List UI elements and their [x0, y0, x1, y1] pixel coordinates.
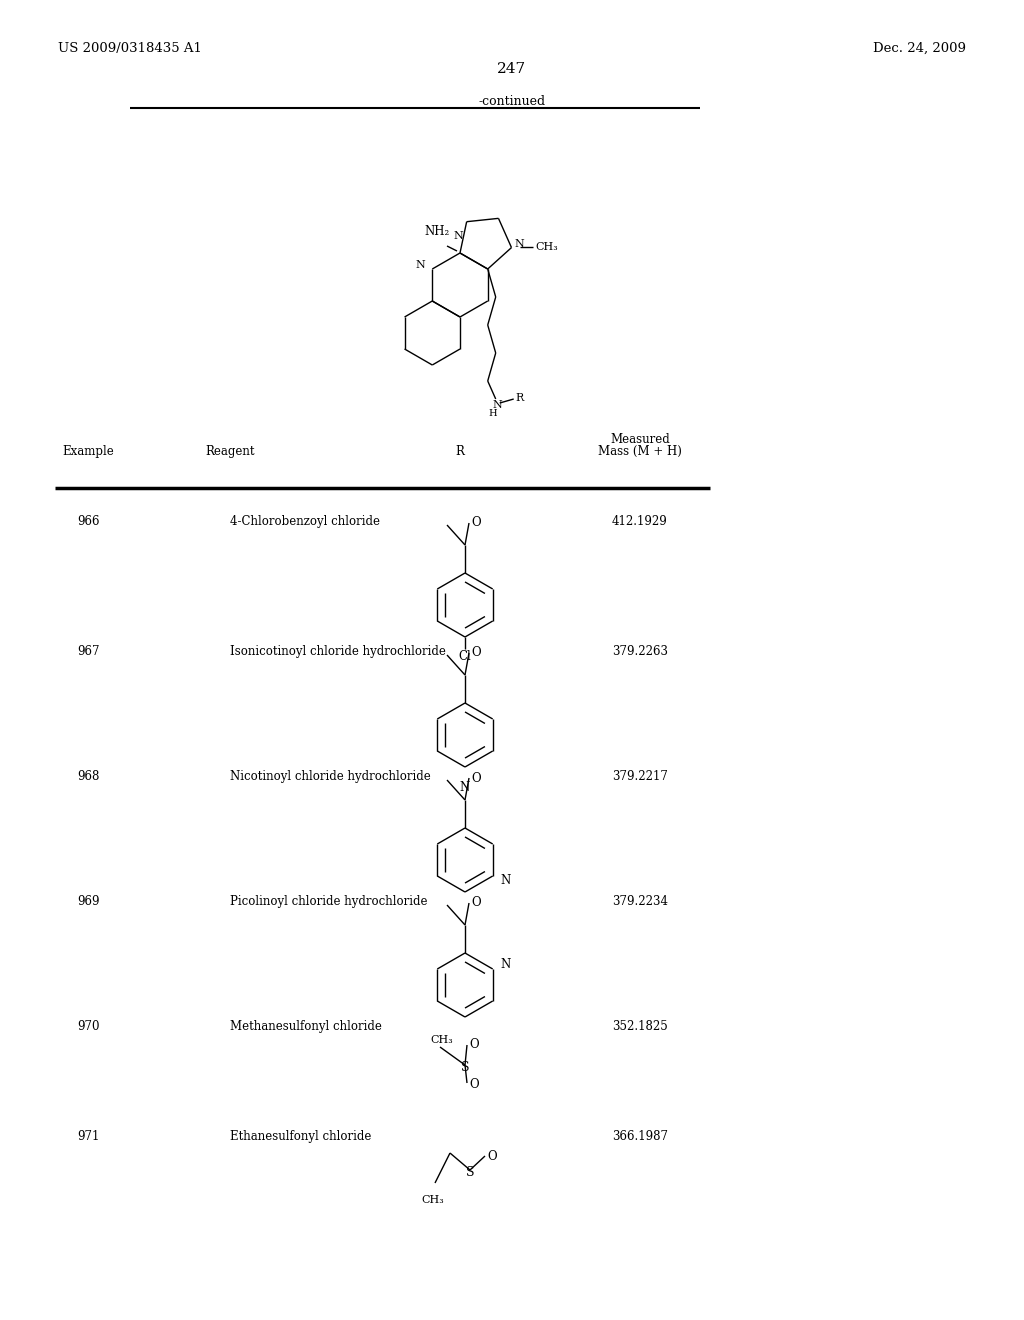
Text: 970: 970 — [77, 1020, 99, 1034]
Text: Mass (M + H): Mass (M + H) — [598, 445, 682, 458]
Text: R: R — [456, 445, 465, 458]
Text: Picolinoyl chloride hydrochloride: Picolinoyl chloride hydrochloride — [230, 895, 427, 908]
Text: N: N — [501, 874, 511, 887]
Text: 379.2234: 379.2234 — [612, 895, 668, 908]
Text: 971: 971 — [77, 1130, 99, 1143]
Text: 352.1825: 352.1825 — [612, 1020, 668, 1034]
Text: CH₃: CH₃ — [422, 1195, 444, 1205]
Text: O: O — [471, 896, 480, 909]
Text: Ethanesulfonyl chloride: Ethanesulfonyl chloride — [230, 1130, 372, 1143]
Text: US 2009/0318435 A1: US 2009/0318435 A1 — [58, 42, 202, 55]
Text: O: O — [471, 516, 480, 529]
Text: Cl: Cl — [459, 649, 471, 663]
Text: Nicotinoyl chloride hydrochloride: Nicotinoyl chloride hydrochloride — [230, 770, 431, 783]
Text: 379.2217: 379.2217 — [612, 770, 668, 783]
Text: N: N — [514, 239, 524, 248]
Text: O: O — [469, 1039, 478, 1052]
Text: N: N — [493, 400, 503, 411]
Text: 968: 968 — [77, 770, 99, 783]
Text: H: H — [488, 409, 498, 418]
Text: O: O — [471, 771, 480, 784]
Text: N: N — [454, 231, 463, 242]
Text: Example: Example — [62, 445, 114, 458]
Text: -continued: -continued — [478, 95, 546, 108]
Text: Reagent: Reagent — [205, 445, 255, 458]
Text: N: N — [501, 958, 511, 972]
Text: O: O — [487, 1150, 497, 1163]
Text: O: O — [471, 647, 480, 660]
Text: O: O — [469, 1078, 478, 1092]
Text: CH₃: CH₃ — [431, 1035, 454, 1045]
Text: Measured: Measured — [610, 433, 670, 446]
Text: Methanesulfonyl chloride: Methanesulfonyl chloride — [230, 1020, 382, 1034]
Text: 4-Chlorobenzoyl chloride: 4-Chlorobenzoyl chloride — [230, 515, 380, 528]
Text: 379.2263: 379.2263 — [612, 645, 668, 657]
Text: 967: 967 — [77, 645, 99, 657]
Text: CH₃: CH₃ — [536, 242, 558, 252]
Text: N: N — [416, 260, 425, 271]
Text: NH₂: NH₂ — [424, 224, 450, 238]
Text: 366.1987: 366.1987 — [612, 1130, 668, 1143]
Text: 969: 969 — [77, 895, 99, 908]
Text: N: N — [460, 781, 470, 795]
Text: Isonicotinoyl chloride hydrochloride: Isonicotinoyl chloride hydrochloride — [230, 645, 445, 657]
Text: S: S — [466, 1166, 474, 1179]
Text: Dec. 24, 2009: Dec. 24, 2009 — [873, 42, 966, 55]
Text: 412.1929: 412.1929 — [612, 515, 668, 528]
Text: S: S — [461, 1061, 469, 1074]
Text: 247: 247 — [498, 62, 526, 77]
Text: 966: 966 — [77, 515, 99, 528]
Text: R: R — [516, 393, 524, 403]
